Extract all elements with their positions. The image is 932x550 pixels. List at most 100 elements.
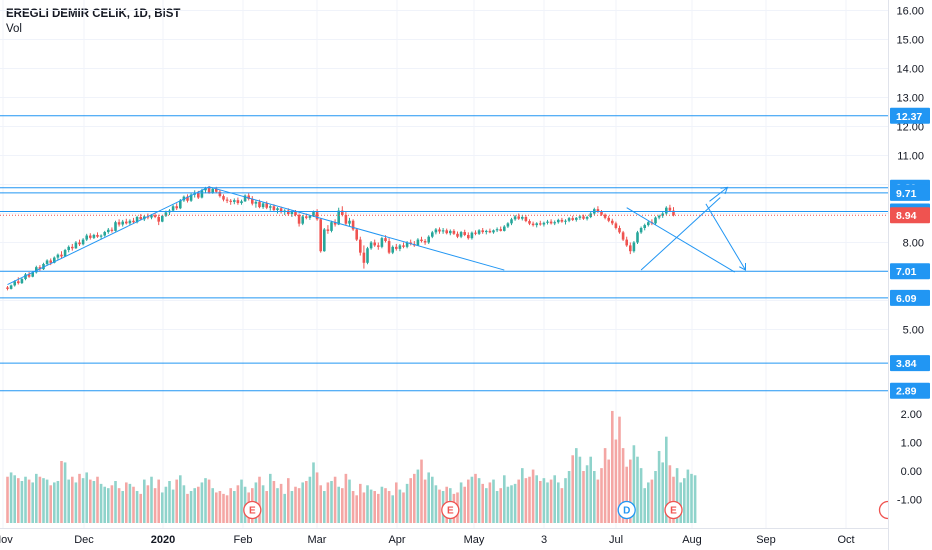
volume-bar (297, 488, 301, 523)
candle-body (229, 200, 232, 202)
level-badge (890, 184, 930, 201)
current-price-label: 8.94 (896, 210, 917, 222)
volume-bar (636, 456, 639, 523)
candle-body (161, 215, 164, 222)
volume-bar (629, 459, 632, 523)
grid-layer (0, 0, 888, 528)
candle-body (427, 236, 430, 243)
volume-bar (513, 483, 517, 523)
candle-body (157, 216, 160, 222)
volume-bar (672, 476, 675, 523)
trendline (7, 186, 210, 285)
candle-body (251, 199, 254, 204)
volume-bar (657, 450, 661, 523)
volume-bar (215, 492, 218, 523)
volume-bar (416, 469, 420, 523)
candle-body (67, 246, 70, 251)
candle-body (85, 235, 88, 240)
volume-bar (459, 482, 463, 523)
volume-bar (153, 488, 157, 523)
volume-bar (643, 488, 646, 523)
level-label: 6.09 (896, 293, 917, 305)
candle-body (589, 213, 592, 217)
volume-bar (258, 476, 261, 523)
candle-body (305, 216, 308, 218)
volume-bar (114, 481, 117, 523)
volume-bar (78, 473, 81, 523)
volume-bar (607, 459, 610, 523)
volume-bar (139, 493, 142, 523)
candle-body (207, 187, 211, 193)
candle-body (330, 222, 333, 231)
candle-body (629, 245, 632, 252)
time-tick-label: Dec (74, 534, 94, 546)
candle-body (603, 214, 607, 218)
candle-body (125, 221, 128, 224)
candle-body (17, 281, 20, 284)
volume-bar (366, 485, 369, 523)
candle-body (341, 210, 344, 215)
candle-body (71, 246, 74, 249)
candle-body (103, 232, 106, 236)
candle-body (506, 223, 510, 227)
candle-body (233, 200, 236, 202)
candle-body (636, 232, 639, 243)
volume-bar (276, 488, 279, 523)
volume-bar (355, 495, 358, 523)
volume-bar (222, 493, 225, 523)
volume-bar (668, 465, 672, 523)
volume-bar (269, 473, 272, 523)
candle-body (567, 218, 571, 221)
candle-body (513, 216, 517, 220)
trendline (626, 207, 735, 273)
candle-body (153, 215, 157, 217)
volume-bar (348, 479, 351, 523)
candle-body (657, 215, 661, 218)
candle-body (492, 230, 495, 233)
volume-bar (157, 479, 160, 523)
volume-bar (13, 475, 16, 523)
candle-body (240, 201, 243, 204)
volume-bar (477, 478, 481, 523)
candle-body (287, 210, 290, 215)
candle-body (107, 229, 110, 233)
volume-bar (24, 476, 27, 523)
volume-bar (679, 482, 682, 523)
price-tick-label: 16.00 (896, 6, 924, 18)
candle-body (114, 222, 117, 231)
level-label: 12.37 (896, 111, 922, 123)
volume-bar (164, 486, 168, 523)
price-tick-label: 15.00 (896, 35, 924, 47)
volume-bar (225, 495, 229, 523)
volume-bar (600, 468, 603, 523)
volume-bar (218, 491, 222, 523)
volume-bar (413, 473, 416, 523)
level-badge (890, 263, 930, 280)
volume-bar (337, 486, 340, 523)
volume-bar (240, 479, 243, 523)
time-tick-label: Jul (609, 534, 623, 546)
candle-body (546, 221, 549, 223)
candle-body (387, 241, 391, 253)
volume-bar (427, 472, 430, 523)
volume-bar (168, 481, 171, 523)
volume-bar (686, 469, 690, 523)
volume-bar (362, 492, 366, 523)
candle-body (499, 229, 502, 231)
volume-bar (20, 481, 24, 523)
level-badge (890, 355, 930, 372)
volume-bar (481, 483, 484, 523)
candle-body (211, 188, 214, 193)
candle-body (665, 207, 668, 214)
volume-bar (182, 485, 186, 523)
arrow-head (739, 263, 747, 271)
candle-body (315, 212, 319, 220)
volume-bar (549, 479, 553, 523)
candle-body (53, 257, 56, 263)
volume-bar (611, 410, 614, 523)
candle-body (236, 200, 240, 204)
candle-body (639, 228, 643, 233)
candle-body (366, 248, 369, 263)
volume-bar (207, 479, 211, 523)
